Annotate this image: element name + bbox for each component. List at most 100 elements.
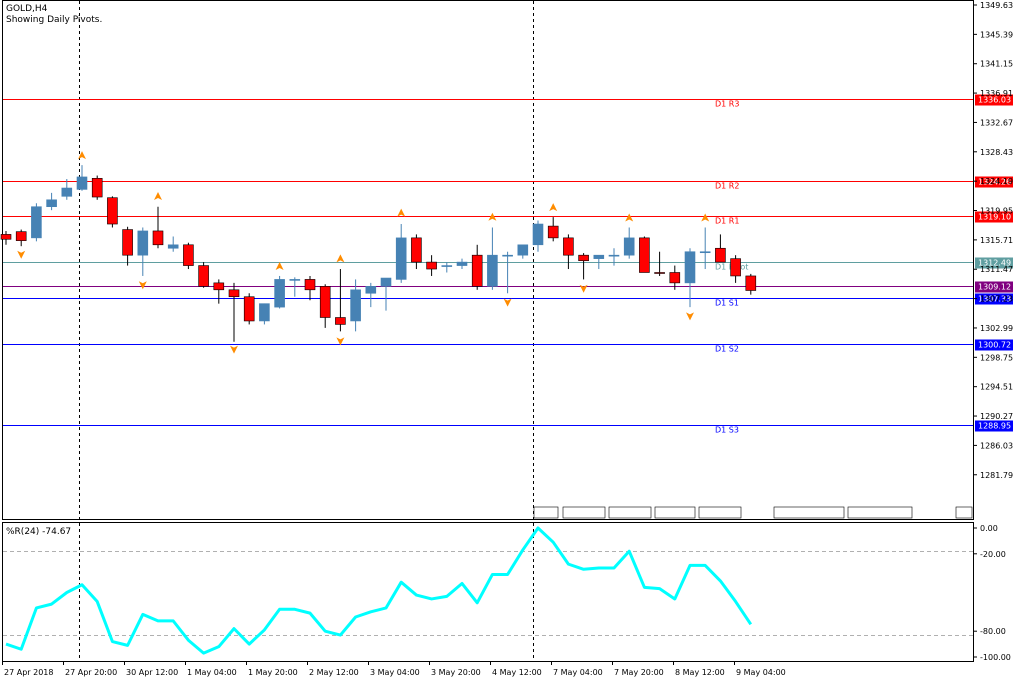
price-tick-label: 1307.23 [980, 295, 1013, 304]
candle-body [46, 199, 57, 208]
candle-body [122, 229, 133, 256]
candle-body [471, 254, 483, 287]
candle-body [487, 254, 498, 287]
price-tick-label: 1324.19 [980, 177, 1013, 186]
price-tick-label: 1311.47 [980, 265, 1013, 274]
price-tick-label: 1349.63 [980, 1, 1013, 10]
time-tick-label: 8 May 12:00 [675, 668, 725, 677]
fractal-down-arrow [17, 250, 26, 259]
time-tick-label: 30 Apr 12:00 [126, 668, 178, 677]
candle-body [61, 187, 73, 197]
pivot-price-tag [975, 257, 1013, 269]
fractal-down-arrow [230, 345, 238, 354]
candle-body [167, 244, 179, 249]
wpr-indicator [5, 526, 753, 655]
indicator-panel-frame [2, 522, 974, 662]
wpr-tick-label: -20.00 [980, 550, 1006, 559]
fractal-up-arrow [397, 208, 406, 217]
price-tick-label: 1328.43 [980, 148, 1013, 157]
time-tick-label: 27 Apr 20:00 [65, 668, 117, 677]
wpr-label: %R(24) -74.67 [6, 527, 72, 537]
pivot-price-label: 1324.26 [978, 178, 1011, 187]
fractal-up-arrow [549, 203, 558, 212]
wpr-axis: 0.00 -20.00 -80.00 -100.00 [973, 524, 1011, 662]
fractal-up-arrow [488, 212, 497, 221]
time-tick-label: 3 May 20:00 [431, 668, 481, 677]
pivot-label: D1 S3 [715, 426, 739, 435]
pivot-price-tag [975, 176, 1013, 188]
candle-body [335, 317, 346, 325]
fractal-down-arrow [336, 337, 345, 346]
candle-body [289, 279, 301, 281]
fractal-up-arrow [78, 151, 86, 160]
candle-body [623, 237, 635, 256]
pivot-price-label: 1336.03 [978, 96, 1011, 105]
pivot-price-tag [975, 293, 1013, 305]
fractal-down-arrow [138, 281, 147, 290]
pivot-price-tag [975, 420, 1013, 432]
candle-body [730, 258, 741, 277]
time-axis: 27 Apr 2018 27 Apr 20:00 30 Apr 12:00 1 May… [2, 661, 786, 677]
candle-body [0, 234, 12, 240]
time-marker-tag [698, 506, 742, 519]
price-tick-label: 1294.51 [980, 383, 1013, 392]
candle-body [243, 296, 255, 322]
candle-body [350, 289, 361, 322]
price-tick-label: 1315.71 [980, 236, 1013, 245]
time-marker-tag [608, 506, 652, 519]
time-tick-label: 4 May 12:00 [492, 668, 542, 677]
wpr-tick-label: -80.00 [980, 627, 1006, 636]
candle-body [547, 225, 559, 239]
candle-body [213, 282, 225, 291]
time-marker-tag [654, 506, 696, 519]
candle-body [15, 231, 27, 241]
pivot-label: D1 S2 [715, 345, 739, 354]
candle-body [441, 265, 453, 267]
fractal-up-arrow [275, 261, 284, 270]
fractal-up-arrow [336, 254, 345, 263]
wpr-series-line [5, 526, 753, 655]
candle-body [319, 286, 331, 318]
time-tick-label: 7 May 04:00 [553, 668, 603, 677]
time-marker-tag [533, 506, 559, 519]
candle-body [107, 197, 118, 225]
candle-body [502, 254, 513, 257]
pivot-price-tag [975, 339, 1013, 351]
fractal-down-arrow [686, 312, 694, 321]
pivot-label: D1 R2 [715, 182, 739, 191]
time-tick-label: 27 Apr 2018 [4, 668, 53, 677]
time-marker-tag [955, 506, 973, 519]
fractal-up-arrow [625, 213, 634, 222]
candle-body [259, 303, 270, 322]
price-tick-label: 1319.95 [980, 207, 1013, 216]
candle-body [745, 275, 757, 291]
time-tick-label: 2 May 12:00 [309, 668, 359, 677]
pivot-price-label: 1312.49 [978, 259, 1011, 268]
candle-body [198, 265, 209, 287]
candle-body [456, 261, 468, 266]
wpr-tick-label: 0.00 [980, 524, 998, 533]
pivot-price-label: 1309.12 [978, 283, 1011, 292]
candle-body [380, 277, 392, 287]
candle-body [76, 176, 88, 190]
price-tick-label: 1345.39 [980, 30, 1013, 39]
price-tick-label: 1302.99 [980, 324, 1013, 333]
pivot-price-label: 1319.10 [978, 213, 1011, 222]
price-tick-label: 1281.79 [980, 471, 1013, 480]
pivot-price-tag [975, 94, 1013, 106]
pivot-price-label: 1288.95 [978, 422, 1011, 431]
pivot-label: D1 R3 [715, 100, 739, 109]
candle-body [639, 237, 650, 273]
candle-body [91, 178, 103, 198]
price-tick-label: 1332.67 [980, 118, 1013, 127]
time-tick-label: 1 May 04:00 [187, 668, 237, 677]
price-tick-label: 1298.75 [980, 353, 1013, 362]
candle-body [183, 244, 194, 266]
time-marker-tag [562, 506, 606, 519]
time-marker-strip [533, 506, 973, 519]
candle-body [684, 251, 696, 284]
candle-body [426, 261, 437, 270]
candle-body [395, 237, 407, 280]
price-tick-label: 1286.03 [980, 441, 1013, 450]
